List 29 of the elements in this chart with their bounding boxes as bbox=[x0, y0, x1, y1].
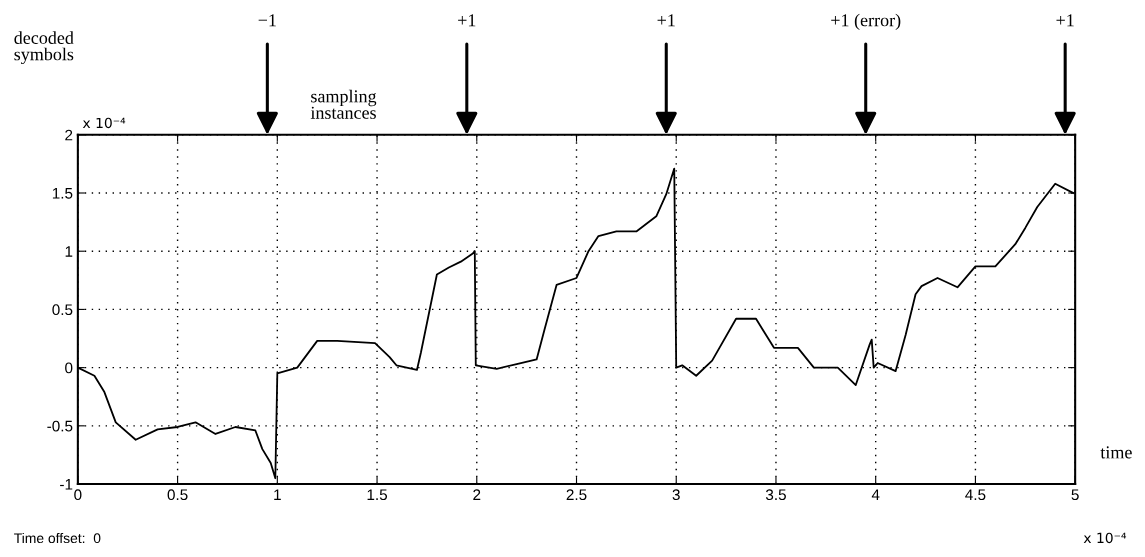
x-tick-label: 4 bbox=[871, 489, 880, 500]
text: sampling instances bbox=[310, 89, 377, 119]
y-tick-label: 0.5 bbox=[52, 304, 73, 316]
x-tick-label: 2.5 bbox=[566, 489, 587, 501]
x-tick-label: 5 bbox=[1071, 489, 1079, 501]
text: +1 bbox=[1056, 14, 1074, 27]
x-tick-label: 3.5 bbox=[765, 489, 786, 501]
text: Time offset: 0 bbox=[14, 532, 101, 544]
x-tick-label: 3 bbox=[672, 489, 680, 501]
text: x 10⁻⁴ bbox=[82, 117, 126, 129]
x-tick-label: 0 bbox=[74, 489, 82, 501]
x-tick-label: 4.5 bbox=[965, 489, 986, 501]
text: +1 (error) bbox=[831, 13, 901, 31]
x-tick-label: 0.5 bbox=[167, 489, 188, 501]
x-tick-label: 1.5 bbox=[367, 489, 388, 501]
y-tick-label: 0 bbox=[65, 362, 73, 374]
text: decoded symbols bbox=[14, 31, 74, 65]
y-tick-label: -1 bbox=[60, 479, 73, 490]
x-axis-title: time bbox=[1100, 446, 1132, 459]
y-tick-label: 1.5 bbox=[52, 188, 73, 199]
x-tick-label: 2 bbox=[473, 489, 481, 500]
text: +1 bbox=[458, 14, 476, 27]
y-tick-label: 1 bbox=[65, 246, 73, 257]
x-tick-label: 1 bbox=[274, 489, 281, 500]
text: −1 bbox=[258, 14, 276, 27]
y-tick-label: -0.5 bbox=[47, 420, 73, 432]
text: +1 bbox=[657, 14, 675, 27]
y-tick-label: 2 bbox=[65, 129, 73, 141]
text: x 10⁻⁴ bbox=[1083, 532, 1127, 544]
